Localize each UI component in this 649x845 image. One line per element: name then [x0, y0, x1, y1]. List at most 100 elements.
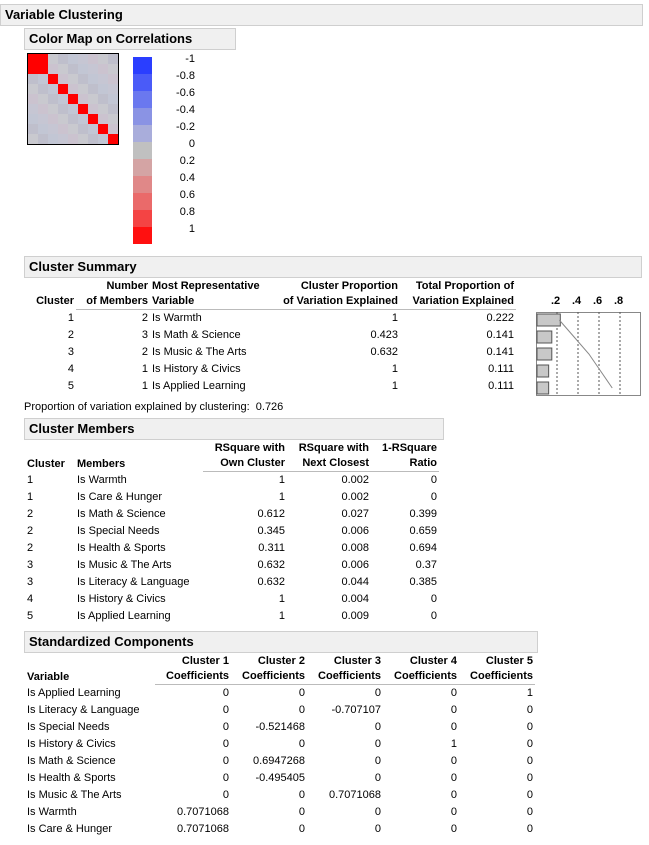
coef-c2-cell: 0: [298, 704, 305, 716]
correlation-cell: [28, 54, 38, 64]
rsq-own-cell: 1: [278, 474, 285, 486]
cluster-summary-header[interactable]: Cluster Summary: [24, 256, 642, 278]
ratio-cell: 0: [430, 474, 437, 486]
ratio-cell: 0.385: [409, 576, 437, 588]
legend-swatch: [133, 227, 152, 244]
coef-c1-cell: 0: [222, 687, 229, 699]
variable-cell: Is Applied Learning: [27, 686, 121, 699]
col-c1-coef: Coefficients: [155, 669, 231, 685]
cluster-cell: 3: [27, 576, 34, 588]
legend-swatch: [133, 176, 152, 193]
coef-c3-cell: 0: [374, 687, 381, 699]
correlation-cell: [28, 74, 38, 84]
cluster-cell: 1: [27, 473, 34, 486]
table-row: 2 Is Math & Science 0.612 0.027 0.399: [25, 506, 439, 523]
table-row: Is Literacy & Language 0 0 -0.707107 0 0: [25, 702, 535, 719]
legend-entry: -0.2: [133, 121, 203, 142]
color-map-header[interactable]: Color Map on Correlations: [24, 28, 236, 50]
color-map-border: [27, 53, 119, 145]
components-header[interactable]: Standardized Components: [24, 631, 538, 653]
correlation-cell: [108, 74, 118, 84]
table-row: Is Music & The Arts 0 0 0.7071068 0 0: [25, 787, 535, 804]
members-cell: 1: [141, 380, 148, 392]
correlation-cell: [58, 124, 68, 134]
member-cell: Is Special Needs: [77, 525, 160, 537]
table-row: 1 Is Warmth 1 0.002 0: [25, 472, 439, 490]
rsq-next-cell: 0.002: [341, 474, 369, 486]
legend-label: 0.2: [179, 155, 195, 167]
legend-entry: 0.6: [133, 189, 203, 210]
legend-label: -0.6: [176, 87, 195, 99]
coef-c1-cell: 0: [222, 721, 229, 733]
ratio-cell: 0: [430, 491, 437, 503]
variation-bar: [536, 313, 561, 327]
correlation-cell: [68, 134, 78, 144]
members-cell: 2: [141, 346, 148, 358]
coef-c4-cell: 1: [450, 738, 457, 750]
coef-c3-cell: 0: [374, 806, 381, 818]
cluster-members-header[interactable]: Cluster Members: [24, 418, 444, 440]
axis-tick-label: .4: [572, 295, 582, 307]
col-rep-1: Most Representative: [152, 280, 260, 292]
cluster-cell: 4: [67, 363, 74, 375]
rep-variable-cell: Is Music & The Arts: [152, 346, 247, 358]
col-c2: Cluster 2: [257, 655, 305, 667]
variable-cell: Is Literacy & Language: [27, 704, 140, 716]
correlation-cell: [78, 94, 88, 104]
correlation-cell: [28, 124, 38, 134]
table-row: Is Applied Learning 0 0 0 0 1: [25, 685, 535, 703]
rsq-next-cell: 0.002: [341, 491, 369, 503]
rsq-own-cell: 1: [278, 491, 285, 503]
summary-footer: Proportion of variation explained by clu…: [24, 399, 283, 416]
correlation-cell: [68, 74, 78, 84]
legend-entry: 0.4: [133, 172, 203, 193]
rsq-next-cell: 0.006: [341, 559, 369, 571]
color-legend: -1 -0.8 -0.6 -0.4 -0.2 0 0.2 0.4 0.6 0.8 1: [133, 53, 203, 244]
correlation-cell: [98, 94, 108, 104]
correlation-cell: [108, 134, 118, 144]
coef-c1-cell: 0: [222, 789, 229, 801]
correlation-cell: [78, 124, 88, 134]
total-prop-cell: 0.222: [486, 312, 514, 324]
correlation-cell: [98, 64, 108, 74]
coef-c3-cell: 0.7071068: [329, 789, 381, 801]
col-cluster: Cluster: [36, 294, 74, 307]
legend-swatch: [133, 91, 152, 108]
rep-variable-cell: Is Warmth: [152, 312, 202, 324]
legend-swatch: [133, 57, 152, 74]
coef-c2-cell: 0: [298, 789, 305, 801]
col-m-cluster: Cluster: [27, 457, 65, 470]
coef-c2-cell: 0: [298, 823, 305, 835]
correlation-color-map: [27, 53, 119, 145]
correlation-cell: [58, 104, 68, 114]
table-row: 4 1 Is History & Civics 1 0.111: [28, 361, 516, 378]
legend-entry: -1: [133, 53, 203, 74]
legend-entry: 0.8: [133, 206, 203, 227]
member-cell: Is Math & Science: [77, 508, 166, 520]
coef-c3-cell: 0: [374, 721, 381, 733]
coef-c1-cell: 0.7071068: [177, 806, 229, 818]
ratio-cell: 0.694: [409, 542, 437, 554]
variation-bar: [536, 347, 553, 361]
correlation-cell: [88, 94, 98, 104]
coef-c5-cell: 0: [526, 704, 533, 716]
cluster-summary-title: Cluster Summary: [29, 259, 137, 274]
correlation-cell: [38, 94, 48, 104]
correlation-cell: [88, 114, 98, 124]
col-next-2: Next Closest: [287, 456, 371, 472]
col-c5: Cluster 5: [485, 655, 533, 667]
coef-c4-cell: 0: [450, 704, 457, 716]
components-table: Variable Cluster 1 Cluster 2 Cluster 3 C…: [25, 654, 535, 838]
cluster-cell: 2: [67, 329, 74, 341]
coef-c2-cell: 0: [298, 738, 305, 750]
correlation-cell: [48, 84, 58, 94]
correlation-cell: [38, 84, 48, 94]
correlation-cell: [108, 104, 118, 114]
correlation-cell: [38, 134, 48, 144]
correlation-cell: [38, 124, 48, 134]
report-title-header[interactable]: Variable Clustering: [0, 4, 643, 26]
variable-cell: Is History & Civics: [27, 738, 116, 750]
ratio-cell: 0: [430, 610, 437, 622]
legend-swatch: [133, 159, 152, 176]
rsq-own-cell: 1: [278, 610, 285, 622]
